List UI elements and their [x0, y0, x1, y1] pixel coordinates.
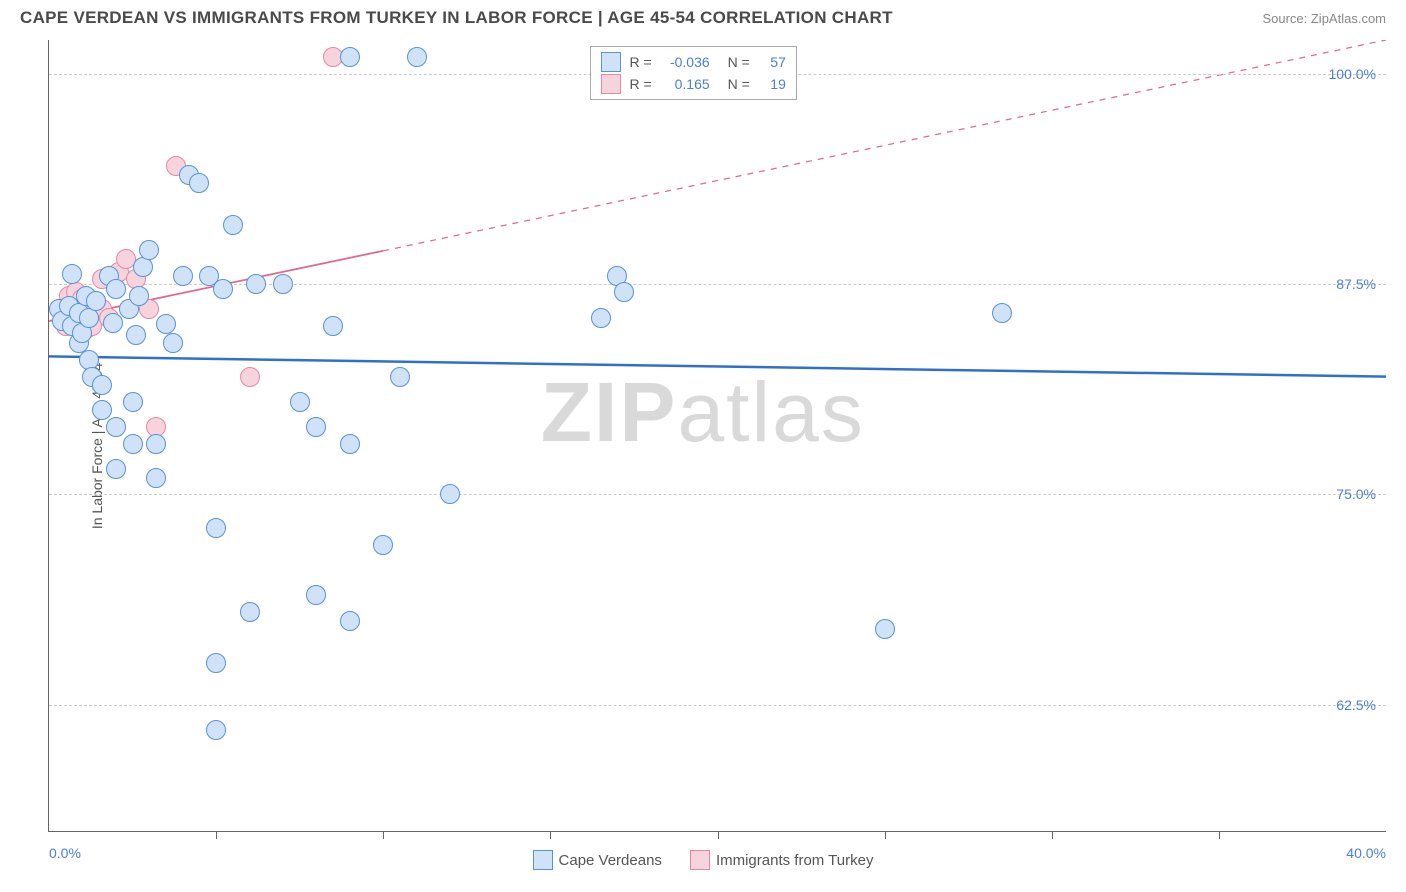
scatter-point — [123, 434, 143, 454]
n-value: 19 — [758, 73, 786, 95]
scatter-point — [390, 367, 410, 387]
watermark-bold: ZIP — [541, 365, 678, 459]
x-tick — [550, 831, 551, 839]
y-tick-label: 100.0% — [1329, 66, 1376, 82]
scatter-point — [373, 535, 393, 555]
scatter-point — [206, 518, 226, 538]
n-label: N = — [728, 73, 750, 95]
scatter-point — [340, 47, 360, 67]
legend-swatch — [601, 74, 621, 94]
scatter-point — [146, 434, 166, 454]
scatter-point — [875, 619, 895, 639]
watermark: ZIPatlas — [541, 364, 865, 461]
scatter-point — [86, 291, 106, 311]
legend-swatch — [533, 850, 553, 870]
scatter-point — [306, 585, 326, 605]
chart-area: ZIPatlas 62.5%75.0%87.5%100.0%0.0%40.0%R… — [48, 40, 1386, 832]
scatter-point — [103, 313, 123, 333]
source-label: Source: ZipAtlas.com — [1262, 11, 1386, 26]
scatter-point — [591, 308, 611, 328]
scatter-point — [189, 173, 209, 193]
x-tick — [1219, 831, 1220, 839]
gridline — [49, 494, 1386, 495]
scatter-point — [156, 314, 176, 334]
legend-swatch — [601, 52, 621, 72]
y-tick-label: 87.5% — [1336, 276, 1376, 292]
scatter-point — [213, 279, 233, 299]
scatter-point — [614, 282, 634, 302]
scatter-point — [407, 47, 427, 67]
scatter-point — [129, 286, 149, 306]
r-label: R = — [629, 51, 651, 73]
x-tick — [1052, 831, 1053, 839]
legend-bottom: Cape Verdeans Immigrants from Turkey — [0, 850, 1406, 874]
scatter-point — [206, 653, 226, 673]
scatter-point — [223, 215, 243, 235]
scatter-point — [126, 325, 146, 345]
scatter-point — [163, 333, 183, 353]
scatter-point — [340, 611, 360, 631]
scatter-point — [206, 720, 226, 740]
r-value: -0.036 — [660, 51, 710, 73]
scatter-point — [106, 459, 126, 479]
correlation-legend: R = -0.036 N = 57 R = 0.165 N = 19 — [590, 46, 796, 100]
scatter-point — [240, 602, 260, 622]
legend-label: Cape Verdeans — [559, 852, 662, 869]
scatter-point — [146, 468, 166, 488]
x-tick — [718, 831, 719, 839]
legend-item: Cape Verdeans — [533, 850, 662, 870]
scatter-point — [173, 266, 193, 286]
scatter-point — [273, 274, 293, 294]
scatter-point — [106, 417, 126, 437]
r-label: R = — [629, 73, 651, 95]
scatter-point — [62, 264, 82, 284]
scatter-point — [290, 392, 310, 412]
legend-row: R = -0.036 N = 57 — [601, 51, 785, 73]
n-label: N = — [728, 51, 750, 73]
scatter-point — [306, 417, 326, 437]
watermark-light: atlas — [677, 365, 864, 459]
legend-label: Immigrants from Turkey — [716, 852, 874, 869]
scatter-point — [992, 303, 1012, 323]
scatter-point — [340, 434, 360, 454]
n-value: 57 — [758, 51, 786, 73]
scatter-point — [106, 279, 126, 299]
trend-lines — [49, 40, 1386, 831]
x-tick — [216, 831, 217, 839]
x-tick — [383, 831, 384, 839]
legend-swatch — [690, 850, 710, 870]
legend-row: R = 0.165 N = 19 — [601, 73, 785, 95]
r-value: 0.165 — [660, 73, 710, 95]
scatter-point — [240, 367, 260, 387]
gridline — [49, 705, 1386, 706]
y-tick-label: 62.5% — [1336, 697, 1376, 713]
scatter-point — [440, 484, 460, 504]
legend-item: Immigrants from Turkey — [690, 850, 874, 870]
y-tick-label: 75.0% — [1336, 486, 1376, 502]
x-tick — [885, 831, 886, 839]
chart-title: CAPE VERDEAN VS IMMIGRANTS FROM TURKEY I… — [20, 8, 893, 28]
scatter-point — [139, 240, 159, 260]
scatter-point — [92, 400, 112, 420]
scatter-point — [323, 316, 343, 336]
scatter-point — [246, 274, 266, 294]
scatter-point — [123, 392, 143, 412]
scatter-point — [92, 375, 112, 395]
